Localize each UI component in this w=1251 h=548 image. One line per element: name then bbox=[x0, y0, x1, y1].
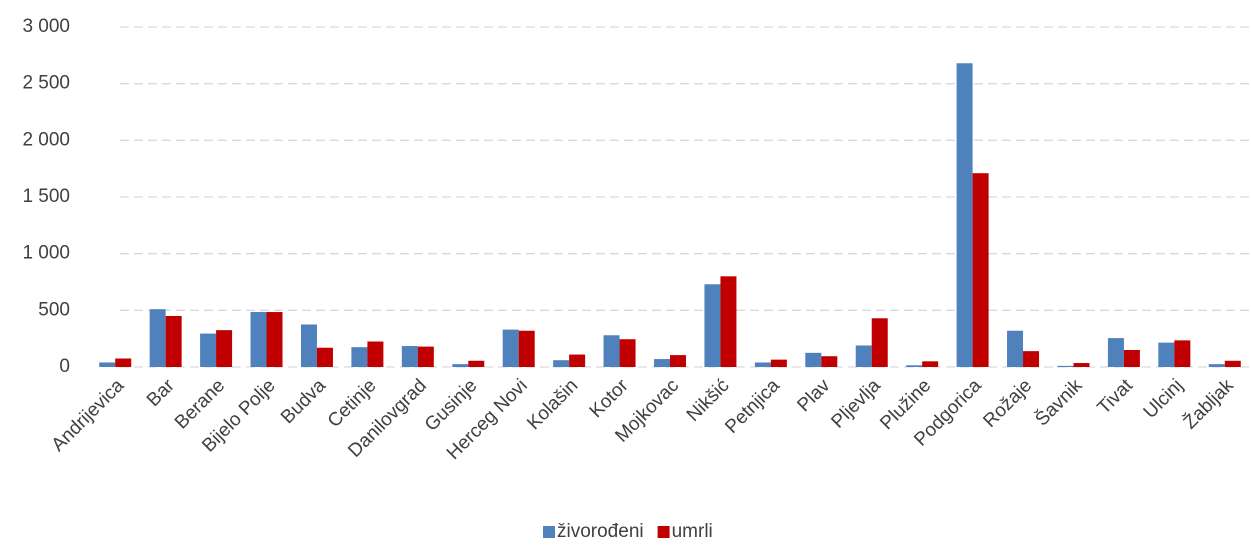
bar bbox=[1073, 363, 1090, 367]
bar bbox=[316, 347, 333, 367]
bar bbox=[401, 346, 418, 367]
x-tick-label: Pljevlja bbox=[827, 375, 885, 433]
x-tick-label: Tivat bbox=[1094, 375, 1138, 419]
bar bbox=[754, 362, 771, 367]
bar bbox=[518, 330, 535, 367]
bar bbox=[1107, 338, 1124, 367]
bar bbox=[720, 276, 737, 367]
bar bbox=[906, 365, 923, 367]
legend-swatch bbox=[543, 526, 555, 538]
y-tick-label: 2 000 bbox=[22, 129, 70, 150]
bar bbox=[266, 312, 283, 367]
legend-swatch bbox=[657, 526, 670, 538]
bar bbox=[855, 345, 872, 367]
y-tick-label: 3 000 bbox=[22, 16, 70, 37]
bar bbox=[468, 360, 485, 367]
bar bbox=[367, 341, 384, 367]
bar bbox=[1158, 342, 1175, 367]
bar bbox=[553, 360, 570, 367]
bar bbox=[805, 352, 822, 367]
x-tick-label: Budva bbox=[277, 375, 330, 428]
legend-label: umrli bbox=[672, 521, 713, 542]
bar bbox=[250, 312, 267, 367]
x-tick-label: Kolašin bbox=[523, 375, 582, 434]
bar bbox=[619, 339, 636, 367]
bar bbox=[956, 63, 973, 368]
bar bbox=[1123, 350, 1140, 367]
bar bbox=[704, 284, 721, 367]
x-tick-label: Plav bbox=[793, 375, 834, 416]
bar bbox=[670, 355, 686, 367]
bar bbox=[1208, 364, 1225, 367]
x-tick-label: Rožaje bbox=[979, 375, 1036, 432]
x-tick-label: Žabljak bbox=[1179, 374, 1238, 433]
bar bbox=[165, 316, 182, 367]
x-tick-label: Kotor bbox=[586, 375, 633, 422]
y-tick-label: 2 500 bbox=[22, 73, 70, 94]
bar bbox=[1023, 351, 1040, 367]
bar bbox=[417, 346, 434, 367]
bar bbox=[821, 356, 838, 367]
bar bbox=[452, 364, 469, 367]
legend-label: živorođeni bbox=[557, 521, 644, 542]
bar bbox=[99, 362, 116, 367]
y-tick-label: 500 bbox=[38, 299, 70, 320]
bar bbox=[149, 309, 166, 367]
y-tick-label: 0 bbox=[59, 356, 70, 377]
x-tick-label: Ulcinj bbox=[1140, 375, 1188, 423]
x-tick-label: Petnjica bbox=[721, 375, 784, 438]
bar bbox=[351, 347, 368, 367]
x-tick-label: Andrijevica bbox=[48, 375, 129, 456]
bar bbox=[871, 318, 888, 367]
bar bbox=[115, 358, 132, 367]
bar bbox=[1057, 365, 1074, 367]
bar bbox=[972, 173, 989, 367]
y-tick-label: 1 500 bbox=[22, 186, 70, 207]
bar bbox=[654, 359, 670, 367]
bar bbox=[300, 324, 317, 367]
y-tick-label: 1 000 bbox=[22, 243, 70, 264]
bar bbox=[1174, 340, 1191, 367]
bar bbox=[200, 333, 217, 367]
x-tick-label: Bar bbox=[143, 375, 179, 411]
bar bbox=[1007, 330, 1024, 367]
bar bbox=[922, 361, 939, 367]
bar bbox=[569, 354, 586, 367]
legend: živorođeni umrli bbox=[543, 521, 713, 542]
bar bbox=[502, 329, 519, 367]
bar bbox=[216, 330, 233, 367]
bar bbox=[603, 335, 620, 367]
bar bbox=[770, 359, 787, 367]
x-tick-label: Šavnik bbox=[1031, 374, 1087, 430]
bar bbox=[1224, 360, 1241, 367]
